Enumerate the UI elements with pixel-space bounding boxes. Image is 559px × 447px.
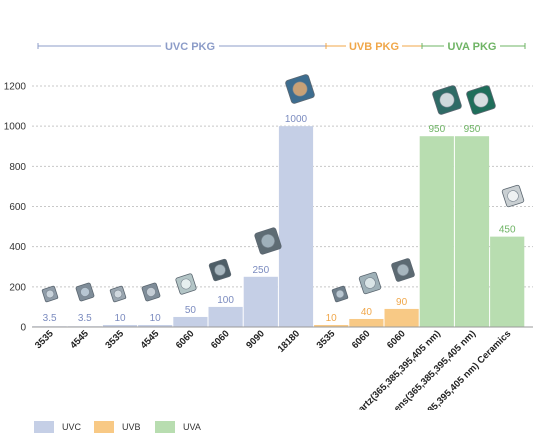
led-package-icon [75,282,95,302]
bar [102,324,138,327]
legend-item-uvc: UVC [34,418,81,436]
bar [490,236,525,327]
led-package-icon [358,271,382,295]
bar [208,306,243,327]
y-tick-label: 200 [9,282,26,293]
data-label: 250 [252,265,269,276]
data-label: 90 [396,297,408,308]
data-label: 1000 [285,114,308,125]
bar [454,136,490,327]
data-label: 450 [499,225,516,236]
y-tick-label: 600 [9,202,26,213]
legend-swatch-uvb [94,421,114,433]
led-package-icon [432,85,462,115]
led-package-icon [41,285,59,303]
led-package-icon [254,227,282,255]
bar [173,316,208,327]
legend: UVC UVB UVA [0,418,559,438]
legend-item-uvb: UVB [94,418,141,436]
data-label: 10 [150,313,162,324]
bar [349,318,384,327]
y-tick-label: 400 [9,242,26,253]
bar [419,136,454,327]
led-package-icon [501,184,525,208]
group-label: UVB PKG [349,41,399,53]
x-tick-label: 6060 [209,328,232,351]
x-tick-label: 6060 [385,328,408,351]
x-tick-label: 3535 [103,328,126,351]
data-label: 10 [114,313,126,324]
legend-item-uva: UVA [155,418,201,436]
data-label: 50 [185,305,197,316]
bar [138,324,173,327]
data-label: 950 [464,124,481,135]
bar [314,324,349,327]
x-tick-label: 4545 [68,328,91,351]
legend-label-uvc: UVC [62,422,82,432]
x-tick-label: 6060 [350,328,373,351]
y-tick-label: 800 [9,162,26,173]
data-label: 950 [428,124,445,135]
legend-swatch-uva [155,421,175,433]
bar [243,276,278,327]
led-package-icon [391,258,415,282]
group-label-bg [346,38,402,54]
group-label: UVC PKG [165,41,215,53]
data-label: 3.5 [43,313,57,324]
legend-swatch-uvc [34,421,54,433]
data-label: 40 [361,307,373,318]
group-label: UVA PKG [448,41,497,53]
bar-chart: 0 200 400 600 800 1000 1200 3.5 3.5 10 10 50 100 250 1… [3,38,533,410]
x-tick-label: 4545 [139,328,162,351]
x-tick-label: 6060 [174,328,197,351]
group-label-bg [161,38,219,54]
x-tick-label: 3535 [33,328,56,351]
led-package-icon [331,285,349,303]
led-package-icon [208,258,232,282]
x-tick-label: 3535 [315,328,338,351]
led-package-icon [466,85,496,115]
legend-label-uvb: UVB [122,422,141,432]
legend-label-uva: UVA [183,422,201,432]
group-label-bg [444,38,500,54]
data-label: 3.5 [78,313,92,324]
data-label: 10 [326,313,338,324]
led-package-icon [175,273,197,295]
bar [278,126,314,328]
y-tick-label: 1000 [4,122,27,133]
led-package-icon [141,282,161,302]
y-tick-label: 1200 [4,82,27,93]
x-tick-label: 18180 [276,328,302,354]
led-package-icon [109,285,127,303]
x-tick-label: 9090 [244,328,267,351]
y-tick-label: 0 [20,323,26,334]
data-label: 100 [217,295,234,306]
bar [384,308,419,327]
led-package-icon [285,74,315,104]
